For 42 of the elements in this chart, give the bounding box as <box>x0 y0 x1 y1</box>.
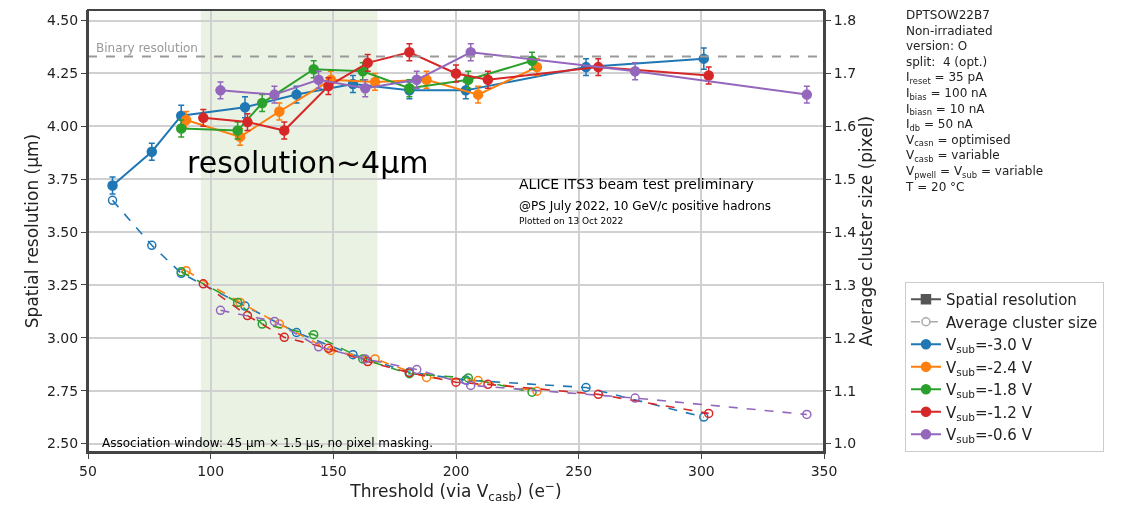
legend-label: V$_{sub}$=-3.0 V <box>945 336 1033 356</box>
y2-tick-label: 1.8 <box>833 12 857 29</box>
y2-tick-label: 1.6 <box>833 118 857 135</box>
y-tick-label: 3.75 <box>47 171 79 188</box>
annotation: ALICE ITS3 beam test preliminary <box>519 176 754 192</box>
x-tick-label: 200 <box>442 462 470 479</box>
x-axis-title: Threshold (via V$_{casb}$) (e$^{−}$) <box>349 478 562 504</box>
ref-line-label: Binary resolution <box>96 41 198 55</box>
x-tick-label: 350 <box>810 462 838 479</box>
y-tick-label: 2.50 <box>47 435 79 452</box>
y2-tick-label: 1.3 <box>833 276 857 293</box>
y-tick-label: 4.00 <box>47 118 79 135</box>
y2-tick-label: 1.1 <box>833 382 857 399</box>
y-tick-label: 4.25 <box>47 65 79 82</box>
x-tick-label: 150 <box>319 462 347 479</box>
y2-tick-label: 1.7 <box>833 65 857 82</box>
y-tick-label: 2.75 <box>47 382 79 399</box>
y-axis-title: Spatial resolution (μm) <box>22 133 43 329</box>
y-tick-label: 4.50 <box>47 12 79 29</box>
y-tick-label: 3.00 <box>47 329 79 346</box>
legend-label: V$_{sub}$=-1.2 V <box>945 403 1033 423</box>
x-tick-label: 250 <box>565 462 593 479</box>
annotation: Plotted on 13 Oct 2022 <box>519 216 624 226</box>
y2-tick-label: 1.2 <box>833 329 857 346</box>
x-tick-label: 100 <box>197 462 225 479</box>
y2-tick-label: 1.4 <box>833 223 857 240</box>
annotation: @PS July 2022, 10 GeV/c positive hadrons <box>519 199 771 213</box>
annotation: Association window: 45 μm × 1.5 μs, no pixel masking. <box>102 436 433 450</box>
x-tick-label: 300 <box>687 462 715 479</box>
y-tick-label: 3.25 <box>47 276 79 293</box>
text: DPTSOW22B7 Non-irradiated version: O split: 4 (opt.) I$_{reset}$ = 35 pA I$_{bias}$ = 100 nA I$_{biasn}$ = 10 nA I$_{db}$ = 50 nA V$_{casn}$ = optimised V$_{casb}$ = variable V$_{pwell}$ = V$_{sub}$ = variable T = 20 °C <box>906 8 1044 194</box>
y2-tick-label: 1.5 <box>833 171 857 188</box>
x-tick-label: 50 <box>79 462 97 479</box>
legend-label: V$_{sub}$=-1.8 V <box>945 381 1033 401</box>
annotation: resolution~4μm <box>187 145 429 180</box>
y2-axis-title: Average cluster size (pixel) <box>856 115 877 347</box>
legend-label: Average cluster size <box>945 313 1098 332</box>
legend-label: V$_{sub}$=-2.4 V <box>945 358 1033 378</box>
legend-label: Spatial resolution <box>945 291 1077 310</box>
y-tick-label: 3.50 <box>47 223 79 240</box>
y2-tick-label: 1.0 <box>833 435 857 452</box>
legend-label: V$_{sub}$=-0.6 V <box>945 426 1033 446</box>
